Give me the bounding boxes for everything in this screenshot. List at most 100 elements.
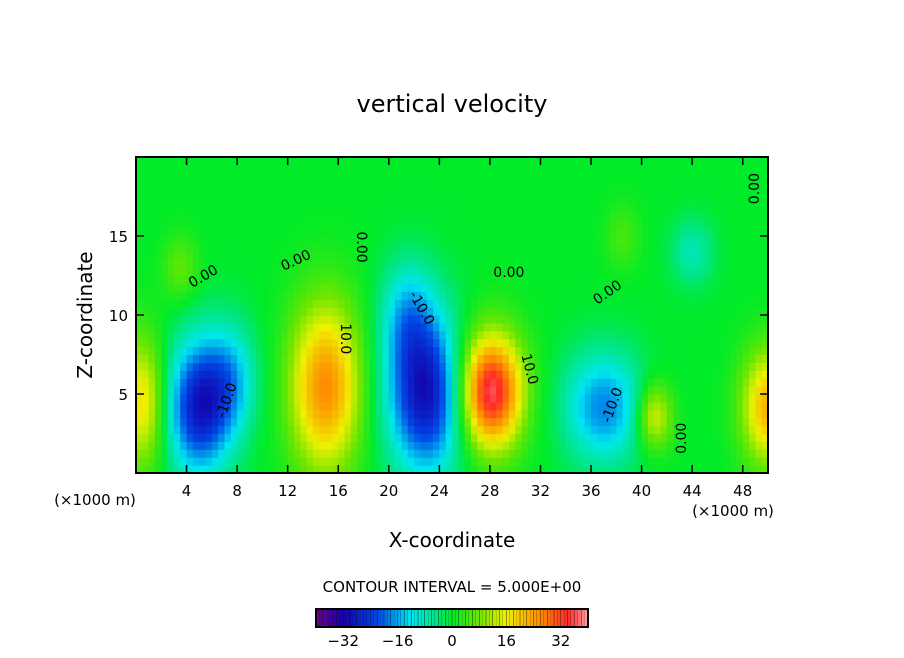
heatmap-cell	[654, 354, 662, 363]
heatmap-cell	[338, 204, 346, 213]
heatmap-cell	[256, 299, 263, 308]
heatmap-cell	[306, 259, 314, 269]
heatmap-cell	[218, 172, 226, 182]
heatmap-cell	[445, 433, 453, 442]
heatmap-cell	[711, 441, 719, 450]
heatmap-cell	[565, 449, 573, 458]
heatmap-cell	[628, 243, 636, 253]
x-tick-label: 36	[581, 482, 600, 500]
heatmap-cell	[641, 157, 649, 166]
heatmap-cell	[730, 259, 737, 269]
heatmap-cell	[192, 157, 200, 166]
heatmap-cell	[666, 299, 674, 308]
heatmap-cell	[369, 370, 377, 379]
heatmap-cell	[647, 370, 655, 379]
heatmap-cell	[704, 362, 712, 371]
heatmap-cell	[622, 157, 630, 166]
heatmap-cell	[180, 275, 188, 284]
heatmap-cell	[439, 322, 447, 332]
heatmap-cell	[205, 449, 213, 458]
heatmap-cell	[148, 346, 156, 356]
heatmap-cell	[382, 236, 390, 245]
heatmap-cell	[515, 164, 523, 174]
heatmap-cell	[344, 157, 352, 166]
heatmap-cell	[420, 425, 428, 435]
heatmap-cell	[470, 180, 478, 190]
heatmap-cell	[654, 346, 662, 356]
heatmap-cell	[717, 212, 725, 221]
heatmap-cell	[243, 441, 251, 450]
contour-label: 0.00	[353, 231, 369, 262]
heatmap-cell	[496, 409, 504, 419]
heatmap-cell	[546, 417, 554, 427]
heatmap-cell	[641, 394, 649, 403]
heatmap-cell	[628, 275, 636, 284]
heatmap-cell	[331, 220, 339, 229]
heatmap-cell	[534, 362, 542, 371]
heatmap-cell	[521, 401, 529, 411]
heatmap-cell	[180, 465, 188, 474]
heatmap-cell	[477, 228, 485, 237]
heatmap-cell	[161, 338, 169, 348]
heatmap-cell	[572, 409, 579, 419]
heatmap-cell	[603, 180, 611, 190]
heatmap-cell	[325, 236, 333, 245]
heatmap-cell	[654, 291, 662, 300]
heatmap-cell	[610, 322, 617, 332]
heatmap-cell	[426, 188, 434, 198]
heatmap-cell	[559, 251, 567, 261]
heatmap-cell	[578, 401, 586, 411]
heatmap-cell	[154, 315, 162, 324]
heatmap-cell	[477, 259, 485, 269]
heatmap-cell	[439, 354, 447, 363]
heatmap-cell	[433, 212, 440, 221]
heatmap-cell	[521, 346, 529, 356]
heatmap-cell	[420, 401, 428, 411]
heatmap-cell	[420, 251, 428, 261]
heatmap-cell	[136, 251, 143, 261]
heatmap-cell	[180, 449, 188, 458]
heatmap-cell	[306, 307, 314, 316]
heatmap-cell	[249, 386, 257, 395]
heatmap-cell	[591, 275, 598, 284]
heatmap-cell	[666, 417, 674, 427]
heatmap-cell	[736, 251, 744, 261]
heatmap-cell	[262, 275, 270, 284]
heatmap-cell	[224, 212, 232, 221]
heatmap-cell	[502, 338, 510, 348]
heatmap-cell	[154, 196, 162, 205]
heatmap-cell	[142, 275, 150, 284]
heatmap-cell	[350, 307, 358, 316]
heatmap-cell	[730, 299, 737, 308]
heatmap-cell	[622, 243, 630, 253]
heatmap-cell	[256, 228, 263, 237]
heatmap-cell	[154, 299, 162, 308]
colorbar-cell	[479, 608, 483, 628]
heatmap-cell	[180, 378, 188, 387]
heatmap-cell	[199, 291, 207, 300]
heatmap-cell	[616, 157, 624, 166]
heatmap-cell	[287, 243, 295, 253]
heatmap-cell	[508, 346, 516, 356]
heatmap-cell	[464, 188, 472, 198]
heatmap-cell	[192, 212, 200, 221]
heatmap-cell	[281, 330, 289, 340]
heatmap-cell	[736, 433, 744, 442]
heatmap-cell	[243, 315, 251, 324]
heatmap-cell	[704, 267, 712, 277]
heatmap-cell	[388, 172, 396, 182]
heatmap-cell	[199, 251, 207, 261]
heatmap-cell	[199, 322, 207, 332]
heatmap-cell	[723, 212, 731, 221]
heatmap-cell	[300, 283, 308, 292]
heatmap-cell	[723, 196, 731, 205]
heatmap-cell	[262, 394, 270, 403]
colorbar-cell	[380, 609, 384, 627]
heatmap-cell	[287, 251, 295, 261]
heatmap-cell	[730, 212, 737, 221]
heatmap-cell	[616, 338, 624, 348]
heatmap-cell	[256, 370, 263, 379]
heatmap-cell	[749, 346, 756, 356]
heatmap-cell	[300, 330, 308, 340]
heatmap-cell	[376, 425, 384, 435]
